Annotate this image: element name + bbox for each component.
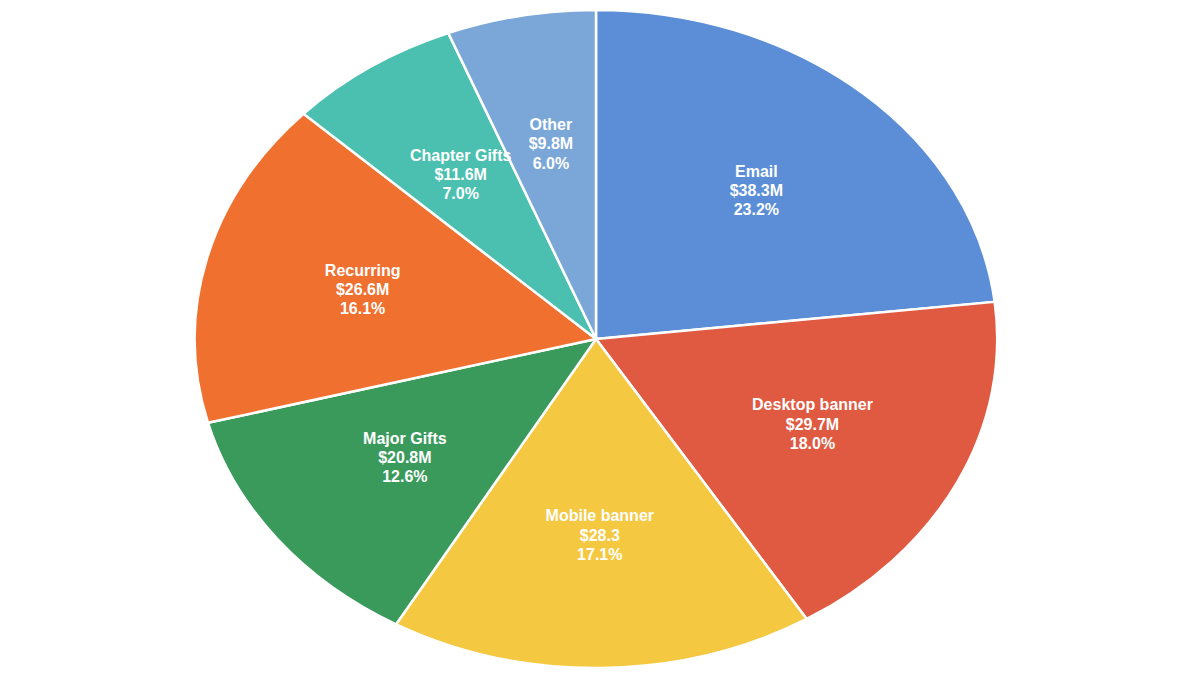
slice-percent: 18.0% [790, 435, 835, 452]
slice-amount: $20.8M [378, 449, 431, 466]
slice-label: Chapter Gifts $11.6M 7.0% [410, 147, 511, 202]
slice-category: Major Gifts [363, 430, 447, 447]
pie [195, 10, 997, 668]
slice-category: Other [530, 116, 573, 133]
slice-amount: $9.8M [529, 135, 573, 152]
slice-percent: 23.2% [734, 201, 779, 218]
slice-category: Desktop banner [752, 396, 873, 413]
slice-label: Major Gifts $20.8M 12.6% [363, 430, 447, 485]
slice-labels: Email $38.3M 23.2% Desktop banner $29.7M 18.0… [325, 116, 873, 563]
slice-percent: 16.1% [340, 300, 385, 317]
slice-category: Recurring [325, 262, 401, 279]
pie-slice [596, 10, 995, 339]
slice-category: Email [735, 163, 778, 180]
slice-label: Mobile banner $28.3 17.1% [546, 507, 654, 562]
slice-amount: $28.3 [580, 527, 620, 544]
slice-amount: $29.7M [786, 416, 839, 433]
slice-percent: 12.6% [382, 468, 427, 485]
slice-label: Other $9.8M 6.0% [529, 116, 573, 171]
slice-amount: $11.6M [434, 166, 486, 183]
slice-label: Desktop banner $29.7M 18.0% [752, 396, 873, 451]
slice-category: Chapter Gifts [410, 147, 511, 164]
slice-percent: 17.1% [577, 546, 622, 563]
chart-svg: Email $38.3M 23.2% Desktop banner $29.7M 18.0… [0, 0, 1192, 678]
slice-amount: $26.6M [336, 281, 389, 298]
slice-amount: $38.3M [730, 182, 783, 199]
slice-percent: 6.0% [533, 155, 569, 172]
slice-percent: 7.0% [442, 185, 478, 202]
slice-category: Mobile banner [546, 507, 654, 524]
slice-label: Recurring $26.6M 16.1% [325, 262, 401, 317]
slice-label: Email $38.3M 23.2% [730, 163, 783, 218]
